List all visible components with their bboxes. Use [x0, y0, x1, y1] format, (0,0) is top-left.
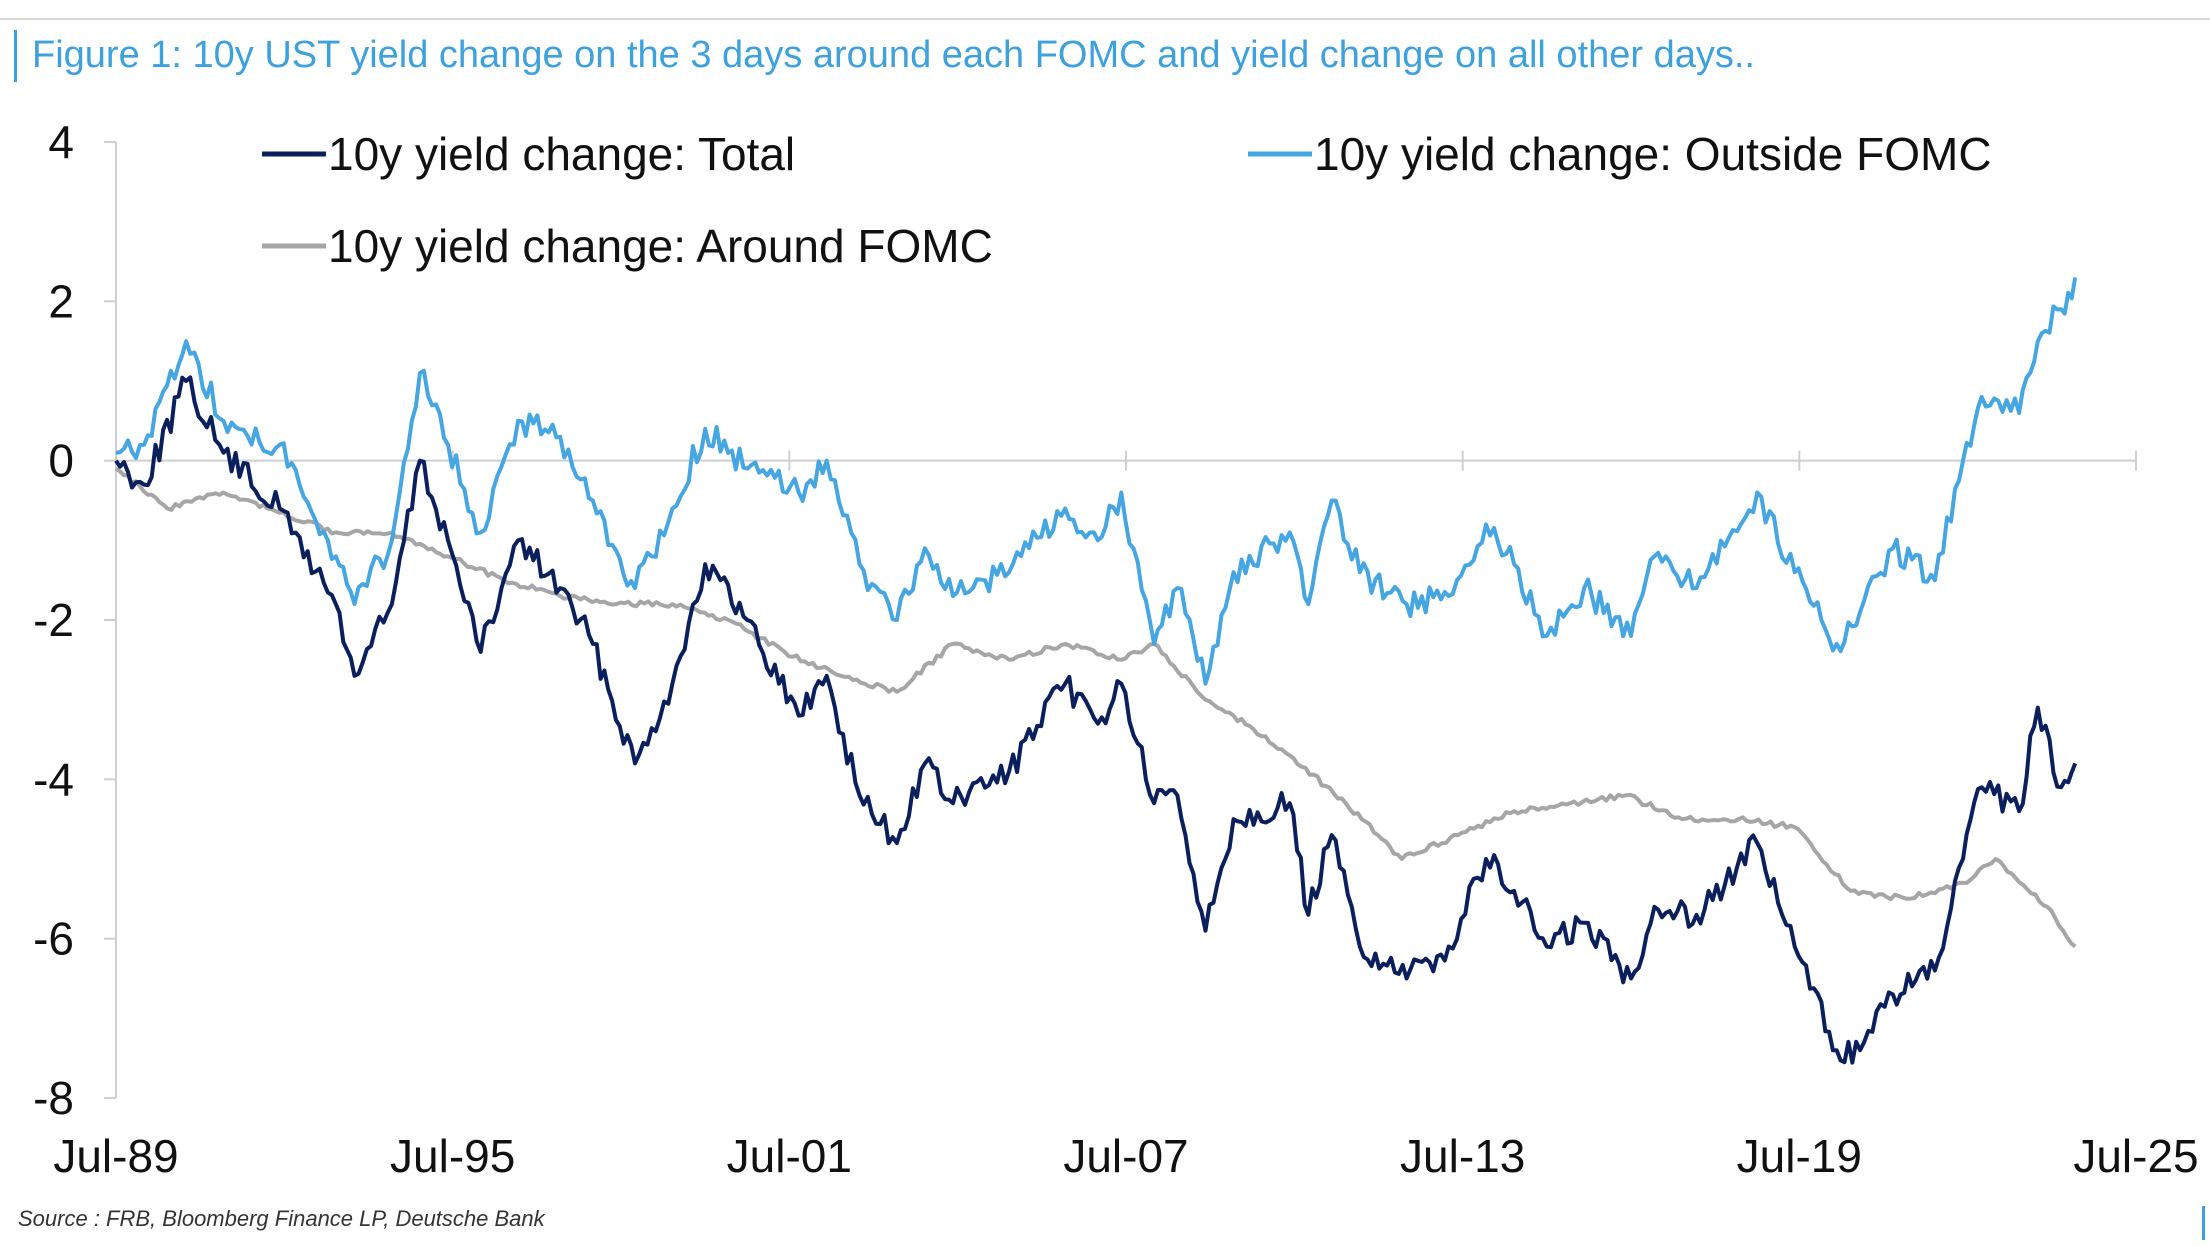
title-accent-bar — [14, 30, 17, 82]
x-tick-label: Jul-19 — [1737, 1130, 1862, 1182]
y-tick-label: 0 — [48, 435, 74, 487]
series-lines — [114, 277, 2078, 1065]
y-tick-label: 4 — [48, 116, 74, 168]
legend-item-around-fomc-label: 10y yield change: Around FOMC — [328, 220, 993, 272]
y-tick-label: 2 — [48, 275, 74, 327]
x-tick-label: Jul-89 — [53, 1130, 178, 1182]
x-tick-label: Jul-07 — [1063, 1130, 1188, 1182]
legend-item-outside-fomc-label: 10y yield change: Outside FOMC — [1314, 128, 1992, 180]
series-line-outside-fomc — [115, 277, 2078, 686]
series-line-around-fomc — [114, 466, 2077, 949]
y-tick-label: -4 — [33, 753, 74, 805]
series-line-total — [114, 375, 2078, 1065]
y-axis-ticks: 4 2 0 -2 -4 -6 -8 — [33, 116, 116, 1124]
y-tick-label: -6 — [33, 913, 74, 965]
x-tick-label: Jul-25 — [2073, 1130, 2198, 1182]
x-tick-label: Jul-95 — [390, 1130, 515, 1182]
y-tick-label: -2 — [33, 594, 74, 646]
x-axis-ticks: Jul-89 Jul-95 Jul-01 Jul-07 Jul-13 Jul-19 Jul-… — [53, 450, 2199, 1182]
top-border — [0, 0, 2210, 20]
x-tick-label: Jul-13 — [1400, 1130, 1525, 1182]
source-note: Source : FRB, Bloomberg Finance LP, Deut… — [18, 1206, 545, 1231]
x-tick-label: Jul-01 — [727, 1130, 852, 1182]
legend: 10y yield change: Total 10y yield change:… — [262, 128, 1992, 272]
footer-accent-bar — [2202, 1206, 2205, 1240]
figure-title: Figure 1: 10y UST yield change on the 3 … — [32, 34, 1755, 76]
chart-axes — [115, 142, 2136, 1098]
legend-item-total-label: 10y yield change: Total — [328, 128, 795, 180]
y-tick-label: -8 — [33, 1072, 74, 1124]
